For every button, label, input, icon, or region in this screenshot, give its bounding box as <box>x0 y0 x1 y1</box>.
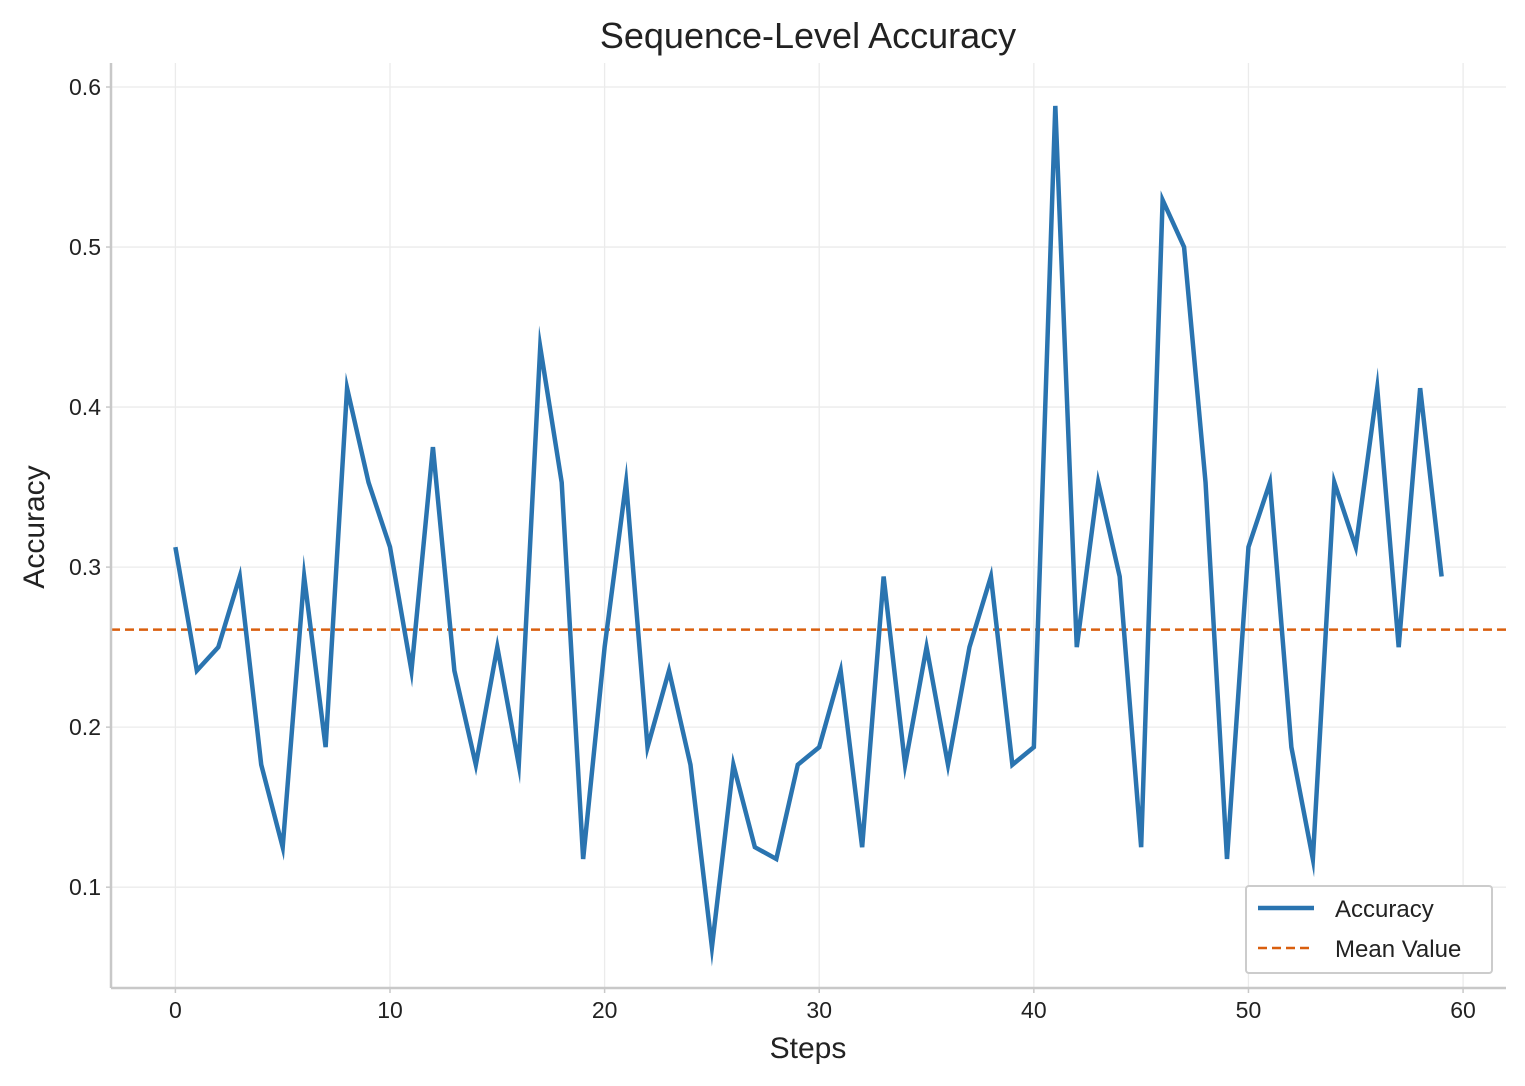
x-tick-label: 0 <box>169 997 182 1023</box>
chart-title: Sequence-Level Accuracy <box>600 15 1016 56</box>
x-tick-label: 30 <box>806 997 832 1023</box>
plot-area <box>111 105 1506 967</box>
legend: Accuracy Mean Value <box>1245 885 1493 974</box>
x-tick-label: 50 <box>1236 997 1262 1023</box>
y-tick-label: 0.4 <box>69 394 101 420</box>
accuracy-series-line <box>173 105 1444 967</box>
x-axis-ticks: 0 10 20 30 40 50 60 <box>169 988 1476 1023</box>
grid-lines <box>111 63 1506 988</box>
y-tick-label: 0.2 <box>69 714 101 740</box>
y-tick-label: 0.6 <box>69 74 101 100</box>
x-axis-label: Steps <box>770 1032 847 1065</box>
x-tick-label: 10 <box>377 997 403 1023</box>
y-tick-label: 0.3 <box>69 554 101 580</box>
x-tick-label: 60 <box>1450 997 1476 1023</box>
x-tick-label: 20 <box>592 997 618 1023</box>
legend-label-mean-value: Mean Value <box>1335 936 1461 963</box>
y-tick-label: 0.5 <box>69 234 101 260</box>
legend-label-accuracy: Accuracy <box>1335 896 1434 923</box>
y-axis-label: Accuracy <box>18 465 51 588</box>
y-tick-label: 0.1 <box>69 874 101 900</box>
x-tick-label: 40 <box>1021 997 1047 1023</box>
y-axis-ticks: 0.1 0.2 0.3 0.4 0.5 0.6 <box>69 74 111 900</box>
axis-spines <box>109 63 1506 990</box>
